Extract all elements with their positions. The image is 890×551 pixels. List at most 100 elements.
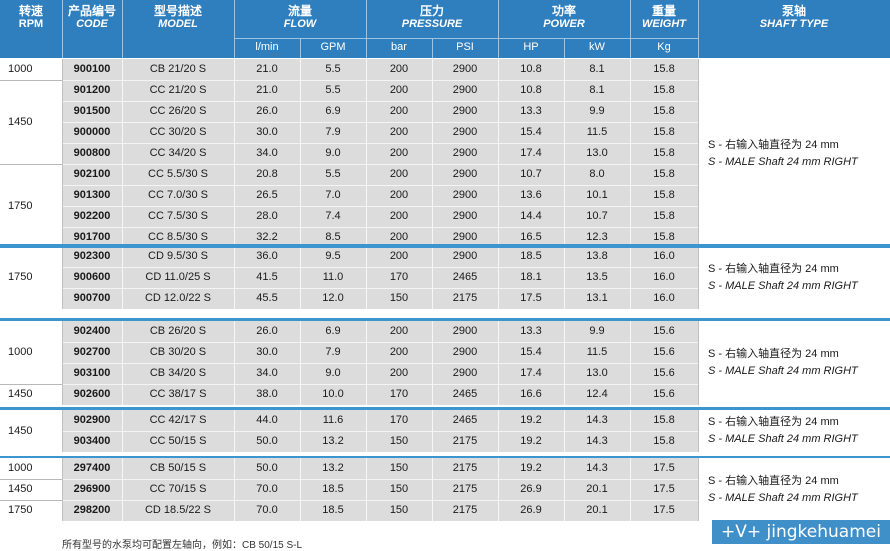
section-divider	[0, 318, 890, 321]
cell-flow-gpm: 8.5	[325, 231, 341, 243]
cell-pressure-bar: 200	[389, 105, 409, 117]
cell-power-hp: 19.2	[520, 462, 542, 474]
cell-model: CC 26/20 S	[149, 105, 207, 117]
table-row: 902100 CC 5.5/30 S 20.8 5.5 200 2900 10.7 8.0 15…	[0, 164, 890, 185]
cell-model: CC 21/20 S	[149, 84, 207, 96]
cell-pressure-bar: 200	[389, 231, 409, 243]
pump-table-section: 902400 CB 26/20 S 26.0 6.9 200 2900 13.3 9.9 15.…	[0, 321, 890, 405]
cell-pressure-psi: 2900	[452, 189, 478, 201]
cell-power-hp: 18.5	[520, 250, 542, 262]
cell-power-hp: 10.8	[520, 63, 542, 75]
cell-model: CB 30/20 S	[149, 346, 207, 358]
cell-model: CD 9.5/30 S	[148, 250, 208, 262]
cell-code: 900800	[73, 147, 111, 159]
rpm-label: 1750	[8, 200, 33, 212]
table-row: 902600 CC 38/17 S 38.0 10.0 170 2465 16.6 12.4 1…	[0, 384, 890, 405]
cell-code: 900700	[73, 292, 111, 304]
cell-pressure-bar: 200	[389, 168, 409, 180]
table-row: 900700 CD 12.0/22 S 45.5 12.0 150 2175 17.5 13.…	[0, 288, 890, 309]
cell-flow-lmin: 30.0	[256, 126, 278, 138]
cell-power-kw: 14.3	[586, 435, 608, 447]
cell-pressure-psi: 2900	[452, 367, 478, 379]
table-row: 901500 CC 26/20 S 26.0 6.9 200 2900 13.3 9.9 15.…	[0, 101, 890, 122]
cell-code: 902300	[73, 250, 111, 262]
cell-power-hp: 18.1	[520, 271, 542, 283]
cell-weight-kg: 17.5	[653, 462, 675, 474]
watermark-badge: +V+ jingkehuamei	[712, 520, 890, 544]
cell-code: 901700	[73, 231, 111, 243]
cell-flow-gpm: 18.5	[322, 504, 344, 516]
cell-flow-lmin: 32.2	[256, 231, 278, 243]
cell-flow-gpm: 9.0	[325, 147, 341, 159]
cell-power-hp: 26.9	[520, 504, 542, 516]
cell-flow-lmin: 36.0	[256, 250, 278, 262]
table-row: 902300 CD 9.5/30 S 36.0 9.5 200 2900 18.5 13.8 1…	[0, 246, 890, 267]
table-row: 902700 CB 30/20 S 30.0 7.9 200 2900 15.4 11.5 15…	[0, 342, 890, 363]
cell-flow-gpm: 11.0	[322, 271, 344, 283]
cell-power-hp: 26.9	[520, 483, 542, 495]
header-model: 型号描述 MODEL	[153, 4, 202, 30]
cell-flow-lmin: 26.0	[256, 325, 278, 337]
cell-code: 901200	[73, 84, 111, 96]
cell-power-kw: 13.0	[586, 147, 608, 159]
cell-code: 902100	[73, 168, 111, 180]
pump-table-section: 900100 CB 21/20 S 21.0 5.5 200 2900 10.8 8.1 15.…	[0, 59, 890, 248]
footnote: 所有型号的水泵均可配置左轴向，例如：CB 50/15 S-L	[62, 540, 303, 551]
rpm-label: 1750	[8, 271, 33, 283]
shaft-text-cn: S - 右输入轴直径为 24 mm	[708, 138, 839, 151]
table-row: 900100 CB 21/20 S 21.0 5.5 200 2900 10.8 8.1 15.…	[0, 59, 890, 80]
cell-code: 903400	[73, 435, 111, 447]
cell-code: 902200	[73, 210, 111, 222]
pump-table-section: 902300 CD 9.5/30 S 36.0 9.5 200 2900 18.5 13.8 1…	[0, 246, 890, 309]
cell-model: CC 7.5/30 S	[148, 210, 208, 222]
table-row: 900600 CD 11.0/25 S 41.5 11.0 170 2465 18.1 13.…	[0, 267, 890, 288]
cell-model: CD 11.0/25 S	[145, 271, 211, 283]
cell-flow-lmin: 45.5	[256, 292, 278, 304]
cell-power-hp: 17.4	[520, 147, 542, 159]
cell-pressure-psi: 2465	[452, 414, 478, 426]
cell-pressure-bar: 200	[389, 346, 409, 358]
cell-power-hp: 13.3	[520, 325, 542, 337]
cell-power-kw: 11.5	[586, 126, 608, 138]
cell-flow-lmin: 44.0	[256, 414, 278, 426]
cell-power-kw: 8.1	[589, 84, 605, 96]
header-weight: 重量 WEIGHT	[642, 4, 686, 30]
section-divider	[0, 244, 890, 248]
cell-flow-gpm: 5.5	[325, 168, 341, 180]
cell-pressure-bar: 170	[389, 388, 409, 400]
cell-weight-kg: 15.8	[653, 210, 675, 222]
cell-power-hp: 14.4	[520, 210, 542, 222]
cell-pressure-psi: 2900	[452, 63, 478, 75]
table-row: 902900 CC 42/17 S 44.0 11.6 170 2465 19.2 14.3 1…	[0, 410, 890, 431]
cell-weight-kg: 15.8	[653, 168, 675, 180]
cell-pressure-psi: 2900	[452, 147, 478, 159]
rpm-label: 1450	[8, 388, 33, 400]
cell-power-kw: 11.5	[586, 346, 608, 358]
cell-pressure-bar: 170	[389, 271, 409, 283]
cell-power-kw: 9.9	[589, 105, 605, 117]
cell-pressure-bar: 200	[389, 250, 409, 262]
rpm-label: 1750	[8, 504, 33, 516]
table-row: 901200 CC 21/20 S 21.0 5.5 200 2900 10.8 8.1 15.…	[0, 80, 890, 101]
header-flow: 流量 FLOW	[283, 4, 317, 30]
unit-lmin: l/min	[255, 41, 279, 53]
cell-code: 900000	[73, 126, 111, 138]
cell-power-kw: 20.1	[586, 504, 608, 516]
cell-flow-lmin: 26.5	[256, 189, 278, 201]
unit-hp: HP	[523, 41, 539, 53]
cell-power-hp: 15.4	[520, 126, 542, 138]
cell-flow-lmin: 34.0	[256, 367, 278, 379]
cell-pressure-psi: 2900	[452, 168, 478, 180]
cell-weight-kg: 16.0	[653, 250, 675, 262]
cell-pressure-psi: 2900	[452, 325, 478, 337]
cell-power-kw: 13.5	[586, 271, 608, 283]
cell-power-hp: 15.4	[520, 346, 542, 358]
shaft-text-cn: S - 右输入轴直径为 24 mm	[708, 474, 839, 487]
cell-power-kw: 13.1	[586, 292, 608, 304]
cell-code: 297400	[73, 462, 111, 474]
cell-weight-kg: 15.8	[653, 126, 675, 138]
cell-flow-lmin: 50.0	[256, 462, 278, 474]
shaft-type-text: S - 右输入轴直径为 24 mm S - MALE Shaft 24 mm RI…	[708, 473, 888, 507]
cell-flow-lmin: 30.0	[256, 346, 278, 358]
unit-bar: bar	[391, 41, 407, 53]
